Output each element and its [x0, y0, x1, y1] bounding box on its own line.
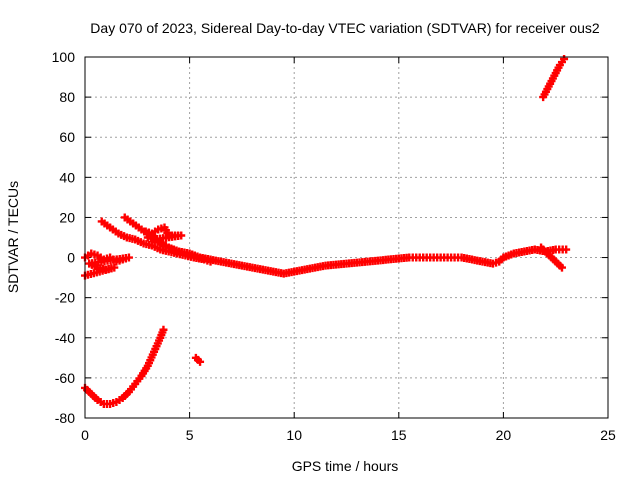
y-tick-label: -20 — [55, 290, 75, 306]
y-tick-label: 40 — [59, 169, 75, 185]
series-crossing-cluster — [141, 223, 186, 244]
series-late-tail — [537, 243, 566, 272]
x-tick-label: 0 — [81, 427, 89, 443]
y-tick-label: -40 — [55, 330, 75, 346]
series-high-arc — [539, 55, 569, 102]
y-axis-label: SDTVAR / TECUs — [5, 181, 21, 293]
data-points — [81, 55, 571, 408]
y-tick-label: -60 — [55, 370, 75, 386]
x-tick-label: 5 — [186, 427, 194, 443]
y-tick-label: 80 — [59, 89, 75, 105]
data-point — [170, 247, 179, 256]
x-tick-label: 20 — [496, 427, 512, 443]
chart-title: Day 070 of 2023, Sidereal Day-to-day VTE… — [90, 20, 600, 36]
x-axis-label: GPS time / hours — [292, 458, 399, 474]
data-point — [206, 257, 215, 266]
y-tick-label: 0 — [67, 250, 75, 266]
plot-frame — [84, 56, 609, 419]
grid-lines — [85, 57, 608, 418]
x-tick-label: 10 — [286, 427, 302, 443]
data-point — [557, 263, 566, 272]
series-early-cluster — [81, 249, 133, 280]
data-point — [560, 55, 569, 64]
series-low-arc — [81, 325, 168, 408]
data-point — [196, 357, 205, 366]
data-point — [143, 233, 152, 242]
axis-ticks: 0 5 10 15 20 25 -80 -60 -40 -20 0 20 40 60 80 100 — [52, 49, 616, 443]
x-tick-label: 15 — [391, 427, 407, 443]
series-main-band — [156, 239, 571, 278]
y-tick-label: 100 — [52, 49, 76, 65]
y-tick-label: 60 — [59, 129, 75, 145]
y-tick-label: -80 — [55, 410, 75, 426]
series-isolated — [191, 353, 205, 366]
x-tick-label: 25 — [600, 427, 616, 443]
data-point — [562, 245, 571, 254]
y-tick-label: 20 — [59, 209, 75, 225]
data-point — [159, 325, 168, 334]
